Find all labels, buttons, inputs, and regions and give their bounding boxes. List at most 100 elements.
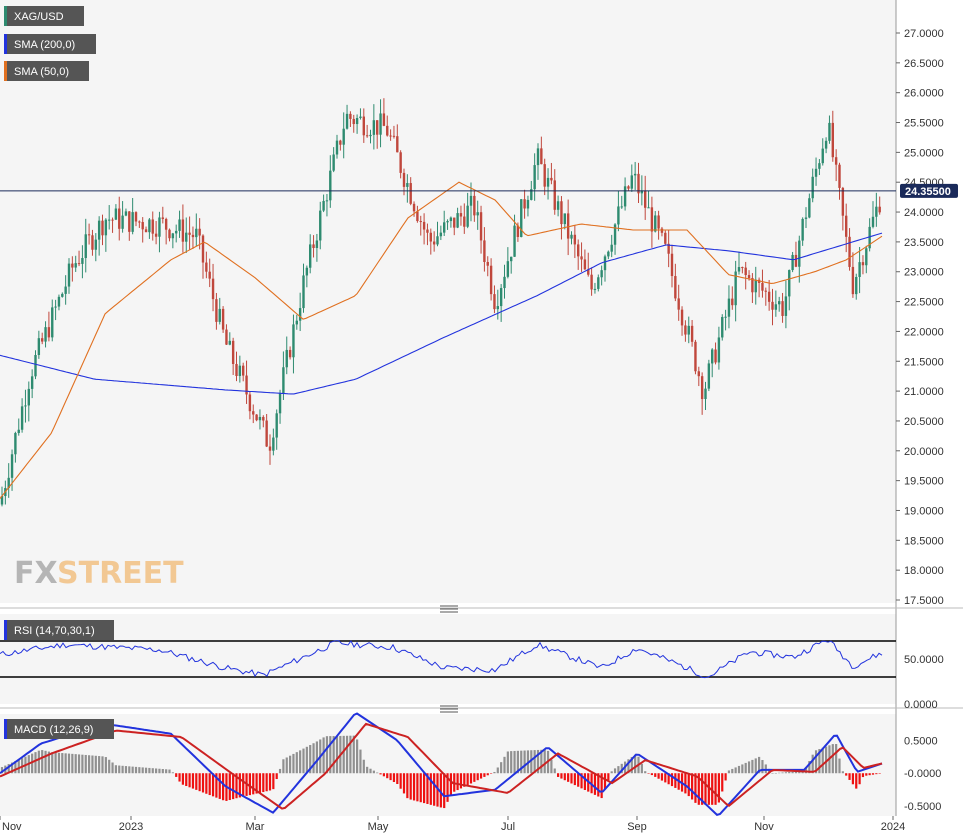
macd-hist-bar xyxy=(443,773,446,809)
candle-body xyxy=(583,259,587,270)
candle-body xyxy=(195,228,198,238)
candle-body xyxy=(302,275,305,309)
macd-hist-bar xyxy=(268,773,272,791)
candle-body xyxy=(801,218,804,241)
legend-rsi[interactable]: RSI (14,70,30,1) xyxy=(4,620,114,640)
macd-hist-bar xyxy=(64,753,67,774)
macd-hist-bar xyxy=(764,764,767,774)
candle-body xyxy=(473,195,476,216)
candle-body xyxy=(516,225,520,237)
macd-hist-bar xyxy=(356,739,359,774)
candle-body xyxy=(228,340,231,345)
candle-body xyxy=(211,278,215,300)
legend-symbol[interactable]: XAG/USD xyxy=(4,6,84,26)
macd-hist-bar xyxy=(721,773,724,792)
macd-hist-bar xyxy=(359,749,362,774)
macd-hist-bar xyxy=(342,735,345,774)
candle-body xyxy=(54,306,57,308)
macd-hist-bar xyxy=(650,773,653,776)
x-tick-label: Nov xyxy=(2,821,22,833)
candle-body xyxy=(248,394,252,412)
candle-body xyxy=(419,221,422,223)
candle-body xyxy=(623,186,627,207)
candle-body xyxy=(379,113,382,135)
candle-body xyxy=(496,306,499,310)
x-tick-label: 2023 xyxy=(119,821,143,833)
candle-body xyxy=(10,454,14,478)
macd-hist-bar xyxy=(500,762,503,774)
candle-body xyxy=(499,288,503,307)
candle-body xyxy=(332,154,335,171)
macd-hist-bar xyxy=(610,771,613,774)
candle-body xyxy=(17,429,20,434)
candle-body xyxy=(221,308,225,330)
macd-hist-bar xyxy=(731,768,734,774)
candle-body xyxy=(687,325,690,335)
macd-hist-bar xyxy=(295,752,298,774)
macd-hist-bar xyxy=(520,750,523,774)
candle-body xyxy=(654,215,657,232)
candle-body xyxy=(258,416,262,421)
macd-hist-bar xyxy=(345,735,349,774)
x-axis: Nov 2023 Mar May Jul Sep Nov 2024 xyxy=(0,816,905,833)
macd-hist-bar xyxy=(362,759,365,774)
current-price-tag: 24.35500 xyxy=(900,183,958,198)
sma200-line xyxy=(0,232,883,395)
price-tick-label: 21.0000 xyxy=(904,386,944,398)
candle-body xyxy=(851,266,855,295)
macd-hist-bar xyxy=(647,773,650,774)
macd-hist-bar xyxy=(747,761,751,774)
candle-body xyxy=(660,228,664,233)
macd-hist-bar xyxy=(479,773,483,779)
candle-body xyxy=(138,221,141,223)
candle-body xyxy=(647,207,650,209)
candle-body xyxy=(51,307,54,338)
logo-street: STREET xyxy=(57,556,184,591)
x-tick-label: Nov xyxy=(754,821,774,833)
candle-body xyxy=(821,148,824,164)
macd-hist-bar xyxy=(577,773,580,787)
macd-hist-bar xyxy=(694,773,697,803)
macd-hist-bar xyxy=(744,762,747,774)
candle-body xyxy=(761,282,764,291)
candle-body xyxy=(577,244,580,257)
legend-macd[interactable]: MACD (12,26,9) xyxy=(4,719,114,739)
macd-hist-bar xyxy=(352,735,355,774)
macd-hist-bar xyxy=(211,773,215,797)
macd-hist-bar xyxy=(871,773,875,775)
macd-hist-bar xyxy=(289,755,292,774)
rsi-pane-bg xyxy=(0,614,896,704)
candle-body xyxy=(108,219,111,221)
macd-hist-bar xyxy=(634,754,637,774)
macd-hist-bar xyxy=(613,768,617,774)
macd-hist-bar xyxy=(349,735,352,774)
macd-hist-bar xyxy=(794,771,798,774)
candle-body xyxy=(767,291,771,302)
legend-sma50[interactable]: SMA (50,0) xyxy=(4,61,89,81)
macd-hist-bar xyxy=(490,773,493,774)
macd-hist-bar xyxy=(262,773,265,793)
candle-body xyxy=(215,299,218,322)
candle-body xyxy=(292,324,295,358)
candle-body xyxy=(191,234,195,238)
candle-body xyxy=(674,276,677,299)
candle-body xyxy=(252,411,255,415)
candle-body xyxy=(489,265,493,295)
macd-hist-bar xyxy=(831,744,834,774)
macd-resize-handle[interactable] xyxy=(440,705,458,713)
macd-hist-bar xyxy=(175,773,178,777)
macd-hist-bar xyxy=(737,765,741,774)
macd-hist-bar xyxy=(178,773,181,782)
macd-hist-bar xyxy=(573,773,576,786)
rsi-resize-handle[interactable] xyxy=(440,605,458,613)
price-tick-label: 18.0000 xyxy=(904,565,944,577)
candle-body xyxy=(530,189,533,200)
macd-hist-bar xyxy=(707,773,710,805)
candle-body xyxy=(463,216,466,227)
legend-sma200[interactable]: SMA (200,0) xyxy=(4,34,96,54)
macd-hist-bar xyxy=(118,765,121,774)
macd-hist-bar xyxy=(714,773,717,805)
candle-body xyxy=(700,376,704,400)
candle-body xyxy=(560,201,563,225)
